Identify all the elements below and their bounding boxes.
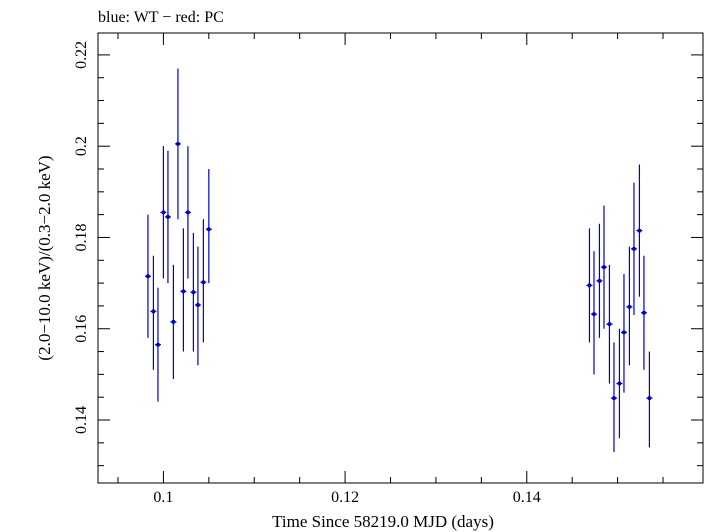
data-point: [175, 141, 180, 146]
data-point: [171, 319, 176, 324]
data-point: [637, 228, 642, 233]
data-point: [631, 246, 636, 251]
data-point: [597, 278, 602, 283]
data-point: [165, 214, 170, 219]
data-point: [195, 303, 200, 308]
data-point: [617, 381, 622, 386]
y-tick-label: 0.14: [73, 406, 90, 434]
data-point: [607, 322, 612, 327]
chart-title: blue: WT − red: PC: [98, 9, 224, 26]
x-tick-label: 0.12: [331, 489, 359, 506]
plot-frame: [97, 32, 704, 484]
data-point: [627, 304, 632, 309]
data-point: [181, 289, 186, 294]
data-point: [591, 312, 596, 317]
data-point: [145, 274, 150, 279]
x-tick-label: 0.1: [153, 489, 173, 506]
data-point: [206, 227, 211, 232]
y-tick-label: 0.18: [73, 223, 90, 251]
data-point: [155, 342, 160, 347]
y-tick-labels: 0.14 0.16 0.18 0.2 0.22: [73, 41, 90, 434]
data-point: [641, 310, 646, 315]
data-points: [144, 68, 653, 452]
axis-ticks: [98, 33, 703, 483]
y-tick-label: 0.16: [73, 315, 90, 343]
x-tick-labels: 0.1 0.12 0.14: [153, 489, 540, 506]
y-tick-label: 0.2: [73, 136, 90, 156]
data-point: [191, 290, 196, 295]
data-point: [151, 309, 156, 314]
data-point: [621, 330, 626, 335]
data-point: [647, 396, 652, 401]
y-tick-label: 0.22: [73, 41, 90, 69]
x-tick-label: 0.14: [513, 489, 541, 506]
data-point: [161, 210, 166, 215]
data-point: [587, 283, 592, 288]
x-axis-label: Time Since 58219.0 MJD (days): [272, 512, 494, 531]
y-axis-label: (2.0−10.0 keV)/(0.3−2.0 keV): [35, 155, 54, 360]
data-point: [185, 210, 190, 215]
data-point: [201, 280, 206, 285]
data-point: [601, 265, 606, 270]
data-point: [611, 396, 616, 401]
